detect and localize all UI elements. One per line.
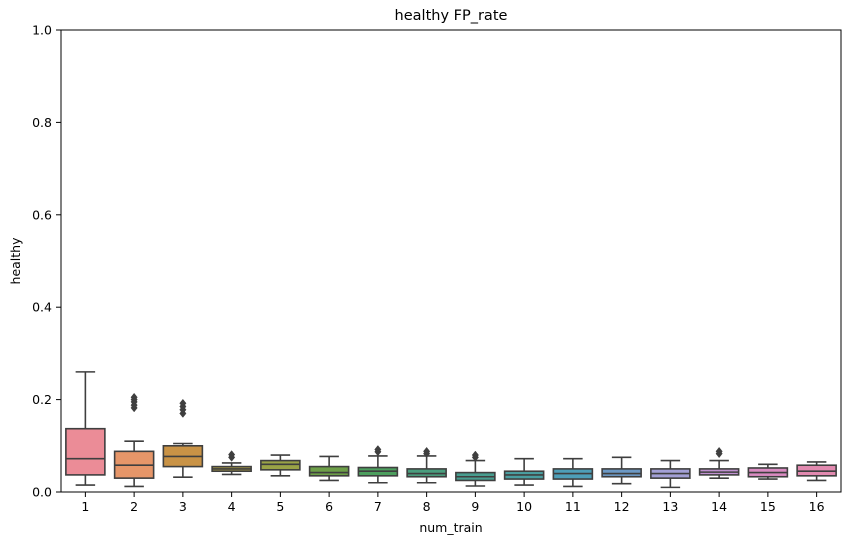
box-14 [698,446,740,479]
flier-point [179,398,187,408]
x-tick-label-6: 6 [325,499,333,514]
flier-point [130,392,138,402]
box-1 [65,371,106,486]
box-body [260,459,301,471]
x-tick-label-4: 4 [228,499,236,514]
box-3 [162,398,204,479]
flier-point [715,446,723,456]
y-tick-label-2: 0.4 [32,300,52,315]
x-tick-label-14: 14 [711,499,727,514]
x-tick-label-16: 16 [809,499,825,514]
box-15 [747,463,789,480]
y-tick-label-4: 0.8 [32,115,52,130]
y-axis-label: healthy [8,237,23,285]
boxes-layer [65,371,837,489]
x-tick-label-10: 10 [516,499,532,514]
y-axis: 0.0 0.2 0.4 0.6 0.8 1.0 [32,23,61,500]
flier-point [228,450,236,459]
x-tick-label-11: 11 [565,499,581,514]
box-6 [308,455,350,482]
flier-point [471,450,479,460]
box-4 [211,450,252,476]
box-13 [650,459,691,489]
x-tick-label-3: 3 [179,499,187,514]
box-10 [503,457,545,486]
flier-point [423,446,431,456]
box-9 [455,450,496,487]
x-tick-label-7: 7 [374,499,382,514]
y-tick-label-5: 1.0 [32,23,52,38]
x-axis-label: num_train [419,520,482,535]
y-tick-label-1: 0.2 [32,392,52,407]
box-12 [601,456,642,485]
box-body [65,427,106,476]
x-tick-label-12: 12 [614,499,630,514]
x-tick-label-9: 9 [471,499,479,514]
box-body [308,465,350,477]
box-2 [113,392,155,488]
box-8 [406,446,447,484]
box-5 [260,454,301,477]
box-11 [552,457,594,488]
x-axis: 1 2 3 4 5 6 7 8 9 10 11 12 13 14 15 16 [81,492,825,514]
x-tick-label-5: 5 [276,499,284,514]
x-tick-label-2: 2 [130,499,138,514]
flier-point [374,445,382,454]
box-7 [357,445,399,484]
y-tick-label-3: 0.6 [32,207,52,222]
y-tick-label-0: 0.0 [32,485,52,500]
box-16 [796,461,837,482]
chart-title: healthy FP_rate [395,8,508,24]
plot-frame [60,29,842,493]
x-tick-label-8: 8 [423,499,431,514]
x-tick-label-15: 15 [760,499,776,514]
x-tick-label-13: 13 [662,499,678,514]
x-tick-label-1: 1 [81,499,89,514]
